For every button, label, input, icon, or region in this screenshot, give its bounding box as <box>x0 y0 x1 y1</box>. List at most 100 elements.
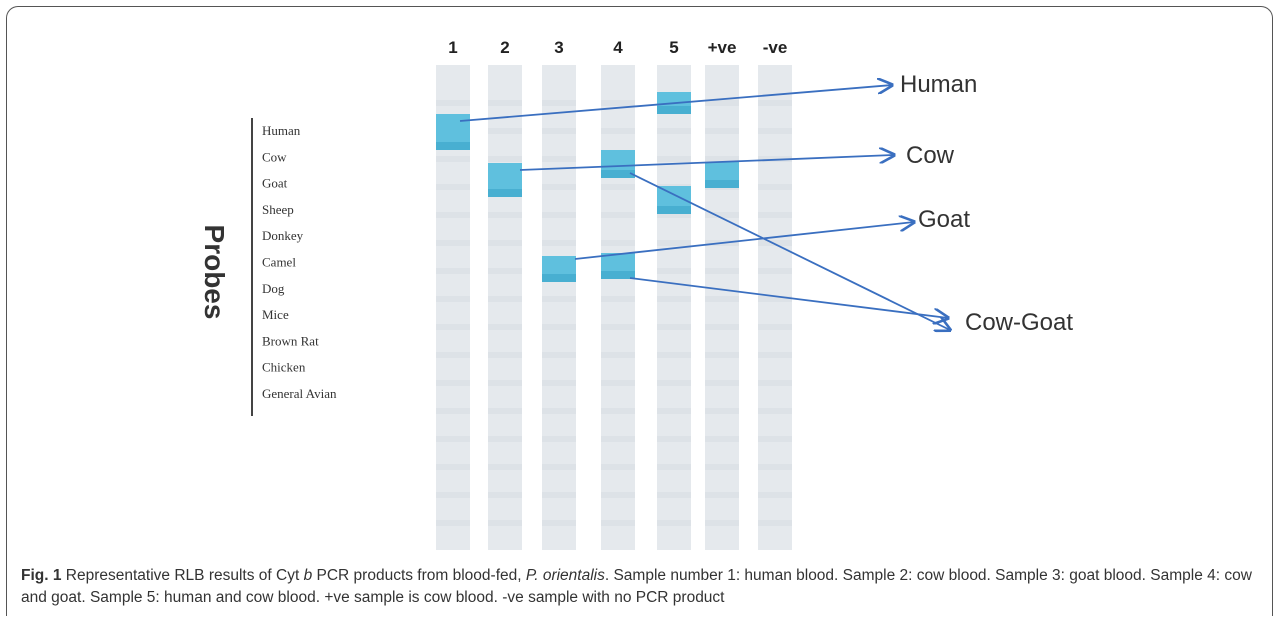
strip-line <box>436 492 470 498</box>
strip-line <box>488 100 522 106</box>
strip-line <box>488 492 522 498</box>
strip-line <box>705 268 739 274</box>
strip-line <box>705 380 739 386</box>
strip-line <box>542 436 576 442</box>
strip-line <box>488 380 522 386</box>
strip-line <box>542 324 576 330</box>
lane-label: -ve <box>763 38 788 57</box>
probe-label: General Avian <box>262 386 337 401</box>
strip-line <box>601 240 635 246</box>
strip-line <box>657 352 691 358</box>
strip-line <box>436 324 470 330</box>
strip-line <box>488 128 522 134</box>
strip-line <box>705 128 739 134</box>
strip-line <box>601 184 635 190</box>
strip-line <box>601 128 635 134</box>
strip-line <box>705 436 739 442</box>
strip-line <box>436 352 470 358</box>
strip-line <box>542 296 576 302</box>
strip-line <box>758 212 792 218</box>
strip-line <box>436 296 470 302</box>
strip-line <box>488 268 522 274</box>
lane-label: 5 <box>669 38 678 57</box>
strip-line <box>542 408 576 414</box>
strip-line <box>436 408 470 414</box>
strip-line <box>705 352 739 358</box>
strip-line <box>488 156 522 162</box>
strip-line <box>657 128 691 134</box>
lane-label: +ve <box>708 38 737 57</box>
strip-line <box>601 100 635 106</box>
target-label: Cow <box>906 142 955 169</box>
strip-line <box>657 240 691 246</box>
strip-line <box>436 268 470 274</box>
strip <box>705 65 739 550</box>
probe-label: Dog <box>262 281 285 296</box>
strip-line <box>542 128 576 134</box>
strip-line <box>601 464 635 470</box>
strip-line <box>542 100 576 106</box>
strip <box>488 65 522 550</box>
strip-line <box>758 352 792 358</box>
band-edge <box>657 106 691 114</box>
strip-line <box>542 352 576 358</box>
band-edge <box>601 271 635 279</box>
strip-line <box>758 520 792 526</box>
band-edge <box>705 180 739 188</box>
strip <box>758 65 792 550</box>
caption: Fig. 1 Representative RLB results of Cyt… <box>21 565 1261 609</box>
strip-line <box>657 268 691 274</box>
caption-label: Fig. 1 <box>21 567 61 584</box>
probes-title: Probes <box>199 225 230 320</box>
strip-line <box>705 408 739 414</box>
caption-text: PCR products from blood-fed, <box>317 567 522 584</box>
probe-label: Chicken <box>262 360 306 375</box>
caption-text: Representative RLB results of Cyt <box>66 567 299 584</box>
strip-line <box>657 520 691 526</box>
strip-line <box>657 436 691 442</box>
strip-line <box>542 184 576 190</box>
strip-line <box>542 212 576 218</box>
probe-label: Goat <box>262 176 288 191</box>
strip-line <box>488 464 522 470</box>
lane-label: 4 <box>613 38 623 57</box>
caption-italic: P. orientalis <box>526 567 605 584</box>
strip-line <box>542 156 576 162</box>
strip-line <box>488 324 522 330</box>
probe-label: Donkey <box>262 228 304 243</box>
strip-line <box>705 324 739 330</box>
strip-line <box>657 408 691 414</box>
strip-line <box>758 436 792 442</box>
band-edge <box>488 189 522 197</box>
strip-line <box>436 464 470 470</box>
strip-line <box>601 436 635 442</box>
probe-label: Sheep <box>262 202 294 217</box>
strip-line <box>542 520 576 526</box>
strip-line <box>436 212 470 218</box>
target-label: Cow-Goat <box>965 309 1073 336</box>
probe-label: Brown Rat <box>262 333 319 348</box>
strip-line <box>657 464 691 470</box>
strip-line <box>601 324 635 330</box>
lane-label: 3 <box>554 38 563 57</box>
strip-line <box>601 296 635 302</box>
probe-label: Mice <box>262 307 289 322</box>
strip-line <box>488 212 522 218</box>
strip-line <box>488 520 522 526</box>
strip-line <box>601 492 635 498</box>
strip-line <box>601 520 635 526</box>
strip-line <box>436 240 470 246</box>
strip-line <box>488 408 522 414</box>
strip-line <box>436 520 470 526</box>
strip-line <box>758 464 792 470</box>
strip-line <box>758 100 792 106</box>
caption-italic: b <box>304 567 313 584</box>
strip-line <box>705 464 739 470</box>
strip-line <box>488 240 522 246</box>
strip-line <box>542 464 576 470</box>
strip-line <box>436 436 470 442</box>
strip-line <box>657 296 691 302</box>
strip-line <box>488 352 522 358</box>
strip-line <box>758 380 792 386</box>
probe-label: Camel <box>262 255 296 270</box>
